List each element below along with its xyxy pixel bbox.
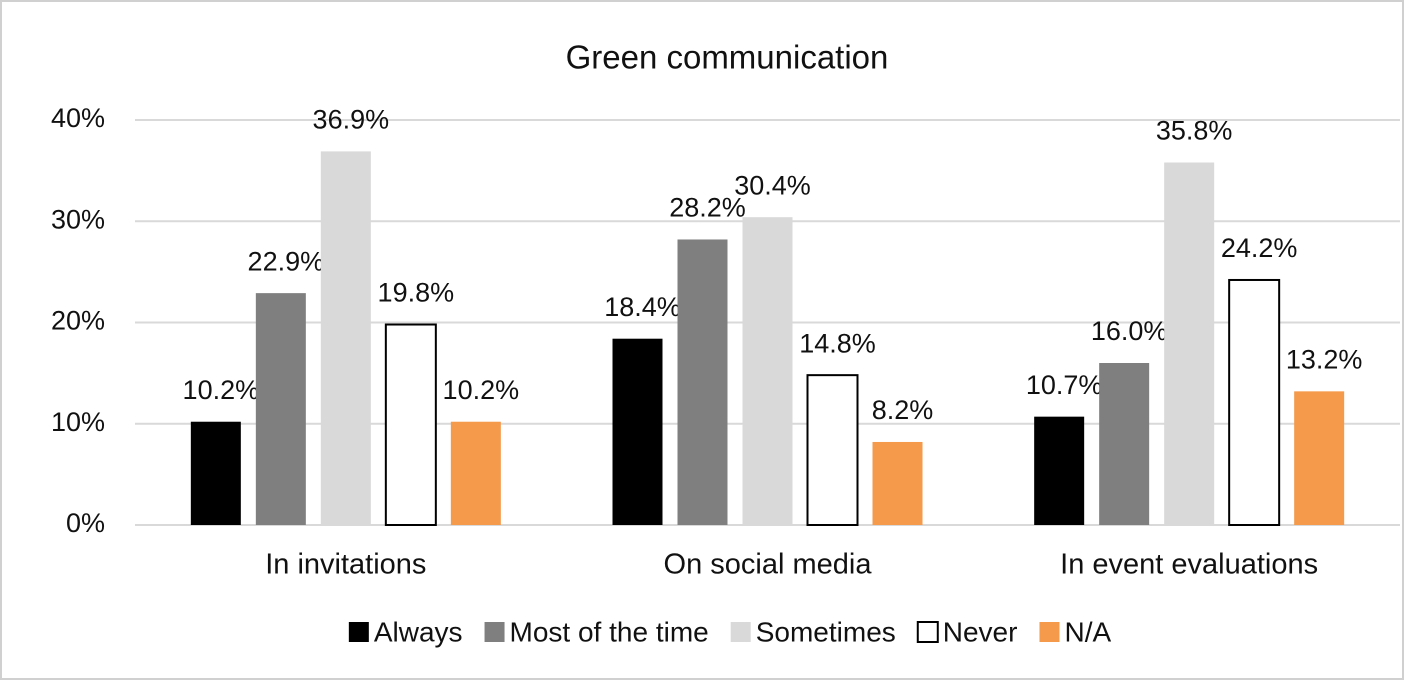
legend-label: Always [374,616,463,647]
chart-title: Green communication [566,39,889,76]
bar [1099,363,1150,525]
y-tick-label: 10% [51,407,105,437]
bar [872,441,923,525]
bar [806,374,859,526]
legend-swatch [1039,622,1060,642]
bar [612,338,663,525]
bar [450,421,501,525]
bar [1228,278,1281,526]
legend-swatch [730,622,751,642]
legend-label: Sometimes [756,616,896,647]
data-label: 10.2% [443,375,520,405]
data-label: 14.8% [799,328,876,358]
bar [1034,416,1085,525]
data-label: 18.4% [604,292,681,322]
bar [384,323,437,526]
y-tick-label: 0% [66,508,105,538]
bar [320,151,371,525]
bar [1294,391,1345,525]
legend-label: N/A [1064,616,1111,647]
x-tick-label: On social media [664,549,873,581]
bar [1164,162,1215,525]
data-label: 19.8% [378,278,455,308]
data-label: 13.2% [1286,344,1363,374]
bar [742,217,793,525]
data-label: 35.8% [1156,116,1233,146]
data-label: 30.4% [734,170,811,200]
legend-swatch [916,621,939,643]
legend-label: Never [943,616,1018,647]
data-label: 22.9% [248,246,325,276]
data-label: 16.0% [1091,316,1168,346]
data-label: 36.9% [313,105,390,135]
x-tick-label: In event evaluations [1060,549,1318,581]
legend-swatch [484,622,505,642]
data-label: 28.2% [669,193,746,223]
bar [190,421,241,525]
data-label: 8.2% [872,395,934,425]
y-tick-label: 40% [51,103,105,133]
data-label: 24.2% [1221,233,1298,263]
bar [677,239,728,525]
data-label: 10.7% [1026,370,1103,400]
y-tick-label: 30% [51,204,105,234]
data-label: 10.2% [183,375,260,405]
legend-swatch [348,622,369,642]
x-tick-label: In invitations [265,549,426,581]
legend-label: Most of the time [510,616,709,647]
bar [255,293,306,525]
y-tick-label: 20% [51,306,105,336]
